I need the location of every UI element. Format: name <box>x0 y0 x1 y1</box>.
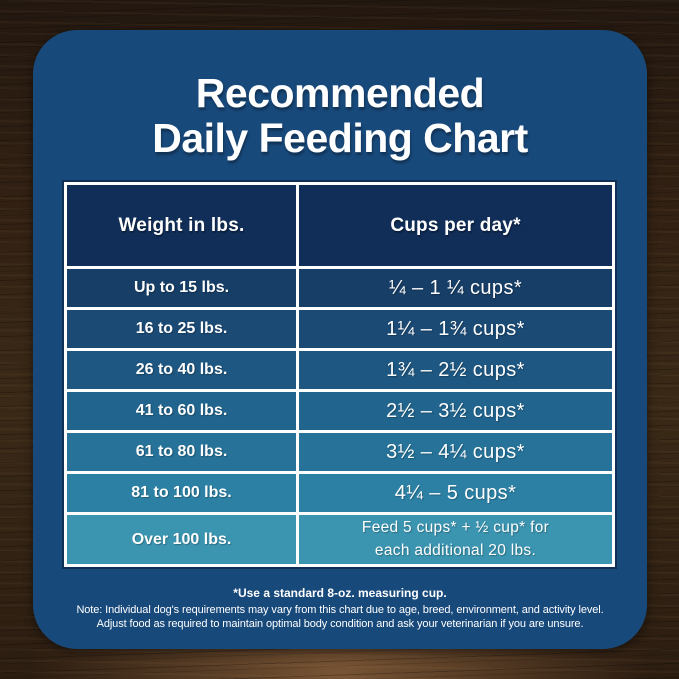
table-row: 81 to 100 lbs. 4¼ – 5 cups* <box>67 471 612 512</box>
weight-value: 81 to 100 lbs. <box>67 474 299 512</box>
cups-value: 1¾ – 2½ cups* <box>386 358 525 381</box>
weight-value: 41 to 60 lbs. <box>67 392 299 430</box>
cups-value: ¼ – 1 ¼ cups* <box>388 276 523 299</box>
page-title: Recommended Daily Feeding Chart <box>33 70 647 162</box>
footnote-adjust: Adjust food as required to maintain opti… <box>96 618 584 631</box>
header-weight: Weight in lbs. <box>67 185 299 266</box>
footnote-note: Note: Individual dog's requirements may … <box>76 603 604 616</box>
weight-value: 26 to 40 lbs. <box>67 351 299 389</box>
table-row: 26 to 40 lbs. 1¾ – 2½ cups* <box>67 348 612 389</box>
cups-value: 1¼ – 1¾ cups* <box>386 317 525 340</box>
cups-value: 4¼ – 5 cups* <box>394 481 517 504</box>
cups-value: Feed 5 cups* + ½ cup* for each additiona… <box>299 515 612 564</box>
cups-value: 2½ – 3½ cups* <box>386 399 525 422</box>
cups-value-line2: each additional 20 lbs. <box>374 541 537 559</box>
cups-value: 3½ – 4¼ cups* <box>386 440 525 463</box>
feeding-table: Weight in lbs. Cups per day* Up to 15 lb… <box>64 182 615 567</box>
footnote-measuring-cup: *Use a standard 8-oz. measuring cup. <box>233 585 447 600</box>
table-row: Up to 15 lbs. ¼ – 1 ¼ cups* <box>67 266 612 307</box>
cups-value-line1: Feed 5 cups* + ½ cup* for <box>361 519 550 537</box>
feeding-chart-panel: Recommended Daily Feeding Chart Weight i… <box>33 30 647 649</box>
table-row: 61 to 80 lbs. 3½ – 4¼ cups* <box>67 430 612 471</box>
footnotes: *Use a standard 8-oz. measuring cup. Not… <box>41 586 639 632</box>
header-cups: Cups per day* <box>390 214 521 236</box>
weight-value: Over 100 lbs. <box>67 515 299 564</box>
table-row: 41 to 60 lbs. 2½ – 3½ cups* <box>67 389 612 430</box>
table-row: 16 to 25 lbs. 1¼ – 1¾ cups* <box>67 307 612 348</box>
page-title-line2: Daily Feeding Chart <box>152 115 528 162</box>
table-row: Over 100 lbs. Feed 5 cups* + ½ cup* for … <box>67 512 612 564</box>
weight-value: 61 to 80 lbs. <box>67 433 299 471</box>
weight-value: 16 to 25 lbs. <box>67 310 299 348</box>
page-title-line1: Recommended <box>195 70 485 116</box>
weight-value: Up to 15 lbs. <box>67 269 299 307</box>
table-header-row: Weight in lbs. Cups per day* <box>67 185 612 266</box>
